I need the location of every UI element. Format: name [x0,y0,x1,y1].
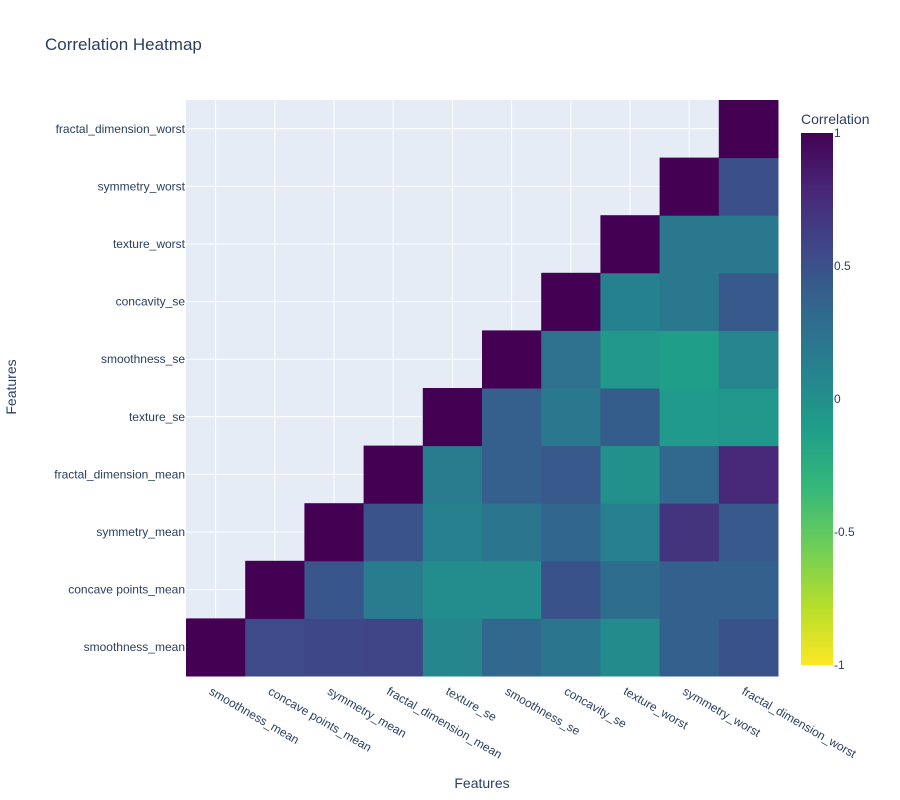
heatmap-cell [541,560,601,619]
y-tick-label: concavity_se [116,295,186,309]
heatmap-cell [718,388,779,447]
colorbar-title: Correlation [801,111,869,127]
heatmap-cell [422,388,483,447]
heatmap-cell [363,445,424,504]
heatmap-cell [482,445,542,504]
heatmap-cell [304,618,365,677]
heatmap-cell [482,503,542,562]
heatmap-cell [541,330,601,389]
heatmap-cell [718,618,779,677]
heatmap-cell [659,330,720,389]
heatmap-cell [718,445,779,504]
heatmap-cell [659,503,720,562]
colorbar-tick-labels: 1 0.5 0 -0.5 -1 [834,126,855,672]
heatmap-cell [422,618,483,677]
heatmap-cell [600,272,661,331]
y-tick-label: symmetry_mean [96,525,185,539]
heatmap-cell [541,445,601,504]
heatmap-cell [718,560,779,619]
y-axis-title: Features [3,359,19,414]
heatmap-cell [422,503,483,562]
heatmap-cell [659,215,720,274]
y-tick-label: concave points_mean [68,583,185,597]
y-tick-label: smoothness_se [101,352,185,366]
heatmap-cell [718,215,779,274]
heatmap-cell [659,388,720,447]
y-tick-label: texture_se [129,410,185,424]
heatmap-cell [718,330,779,389]
colorbar-gradient [801,133,833,665]
heatmap-cell [245,618,305,677]
heatmap-cell [600,445,661,504]
y-tick-label: fractal_dimension_mean [54,467,185,481]
heatmap-cell [541,503,601,562]
colorbar: Correlation 1 0.5 0 -0.5 -1 [801,111,869,672]
x-tick-label: concave points_mean [266,684,374,754]
heatmap-cell [718,100,779,159]
heatmap-cell [600,503,661,562]
heatmap-cell [363,618,424,677]
colorbar-tick-label: 0 [834,392,841,406]
y-tick-label: smoothness_mean [84,640,185,654]
heatmap-cell [541,388,601,447]
heatmap-cell [600,560,661,619]
heatmap-cell [422,445,483,504]
heatmap-cell [482,330,542,389]
x-tick-label: texture_worst [621,684,691,732]
heatmap-cell [304,503,365,562]
heatmap-cell [659,618,720,677]
heatmap-cell [482,388,542,447]
x-tick-label: fractal_dimension_worst [740,684,860,761]
heatmap-cell [482,560,542,619]
chart-title: Correlation Heatmap [45,35,202,54]
colorbar-tick-label: -0.5 [834,525,855,539]
y-tick-label: symmetry_worst [98,179,186,193]
heatmap-cells [186,100,779,677]
heatmap-cell [600,618,661,677]
heatmap-cell [659,445,720,504]
heatmap-cell [718,272,779,331]
heatmap-cell [363,503,424,562]
y-tick-labels: smoothness_mean concave points_mean symmet… [54,122,185,654]
heatmap-cell [600,215,661,274]
heatmap-cell [186,618,246,677]
heatmap-cell [422,560,483,619]
heatmap-cell [600,388,661,447]
x-axis-title: Features [454,775,509,791]
heatmap-cell [659,560,720,619]
heatmap-cell [245,560,305,619]
heatmap-cell [304,560,365,619]
heatmap-cell [718,157,779,216]
heatmap-cell [718,503,779,562]
y-tick-label: texture_worst [113,237,186,251]
heatmap-cell [363,560,424,619]
colorbar-tick-label: 1 [834,126,841,140]
colorbar-tick-label: 0.5 [834,259,851,273]
heatmap-cell [659,272,720,331]
heatmap-cell [659,157,720,216]
heatmap-cell [541,272,601,331]
heatmap-cell [541,618,601,677]
y-tick-label: fractal_dimension_worst [56,122,186,136]
heatmap-cell [482,618,542,677]
heatmap-cell [600,330,661,389]
colorbar-tick-label: -1 [834,658,845,672]
